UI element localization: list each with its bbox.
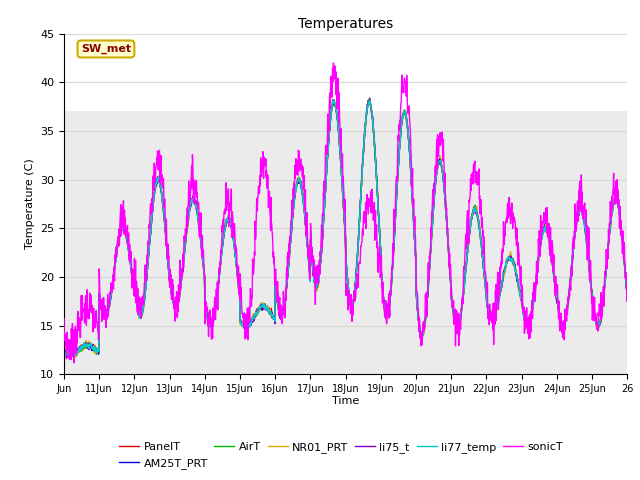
NR01_PRT [623, 292, 631, 298]
li75_t [332, 102, 339, 108]
AirT [562, 314, 570, 320]
Line: li77_temp: li77_temp [64, 100, 627, 357]
sonicT [562, 308, 570, 314]
li75_t [148, 208, 156, 214]
PanelT [623, 290, 631, 296]
NR01_PRT [321, 204, 328, 210]
Line: PanelT: PanelT [64, 100, 627, 358]
li77_temp [332, 102, 339, 108]
li77_temp [321, 203, 328, 209]
AM25T_PRT [562, 315, 570, 321]
sonicT [70, 360, 77, 366]
li77_temp [329, 97, 337, 103]
NR01_PRT [332, 101, 339, 107]
li77_temp [148, 209, 156, 215]
NR01_PRT [562, 316, 570, 322]
AirT [366, 98, 374, 104]
AirT [67, 354, 74, 360]
Line: AirT: AirT [64, 101, 627, 357]
NR01_PRT [60, 349, 68, 355]
li75_t [321, 204, 328, 209]
AirT [60, 347, 68, 353]
li77_temp [61, 354, 69, 360]
NR01_PRT [148, 208, 156, 214]
li77_temp [60, 350, 68, 356]
PanelT [321, 204, 328, 209]
sonicT [60, 316, 68, 322]
PanelT [617, 221, 625, 227]
AM25T_PRT [65, 354, 72, 360]
li75_t [623, 293, 631, 299]
AM25T_PRT [479, 258, 487, 264]
AM25T_PRT [366, 96, 374, 101]
sonicT [479, 228, 487, 233]
PanelT [329, 97, 337, 103]
AM25T_PRT [148, 211, 156, 216]
AirT [321, 203, 328, 208]
NR01_PRT [617, 220, 625, 226]
PanelT [148, 208, 156, 214]
PanelT [479, 258, 487, 264]
Legend: PanelT, AM25T_PRT, AirT, NR01_PRT, li75_t, li77_temp, sonicT: PanelT, AM25T_PRT, AirT, NR01_PRT, li75_… [115, 438, 568, 473]
AM25T_PRT [623, 289, 631, 295]
li77_temp [479, 257, 487, 263]
Line: li75_t: li75_t [64, 100, 627, 357]
Y-axis label: Temperature (C): Temperature (C) [24, 158, 35, 250]
Line: sonicT: sonicT [64, 63, 627, 363]
Line: NR01_PRT: NR01_PRT [64, 99, 627, 357]
sonicT [617, 232, 625, 238]
PanelT [64, 355, 72, 360]
AM25T_PRT [321, 203, 328, 209]
PanelT [562, 315, 570, 321]
Line: AM25T_PRT: AM25T_PRT [64, 98, 627, 357]
sonicT [623, 277, 631, 283]
Bar [64, 34, 627, 111]
li77_temp [562, 316, 570, 322]
Title: Temperatures: Temperatures [298, 17, 393, 31]
li75_t [65, 354, 73, 360]
AM25T_PRT [617, 220, 625, 226]
li75_t [330, 97, 338, 103]
li75_t [617, 223, 625, 228]
AirT [623, 289, 631, 295]
sonicT [148, 209, 156, 215]
sonicT [330, 60, 337, 66]
AM25T_PRT [332, 102, 339, 108]
AM25T_PRT [60, 350, 68, 356]
NR01_PRT [479, 258, 487, 264]
li75_t [562, 319, 570, 325]
X-axis label: Time: Time [332, 396, 359, 406]
AirT [479, 260, 487, 266]
Text: SW_met: SW_met [81, 44, 131, 54]
li77_temp [617, 217, 625, 223]
AirT [148, 204, 156, 210]
AirT [617, 221, 625, 227]
sonicT [332, 71, 339, 77]
NR01_PRT [365, 96, 372, 102]
PanelT [60, 347, 68, 353]
sonicT [321, 190, 328, 196]
li75_t [60, 349, 68, 355]
AirT [332, 101, 339, 107]
li75_t [479, 260, 487, 266]
NR01_PRT [65, 354, 73, 360]
li77_temp [623, 289, 631, 295]
PanelT [332, 102, 339, 108]
